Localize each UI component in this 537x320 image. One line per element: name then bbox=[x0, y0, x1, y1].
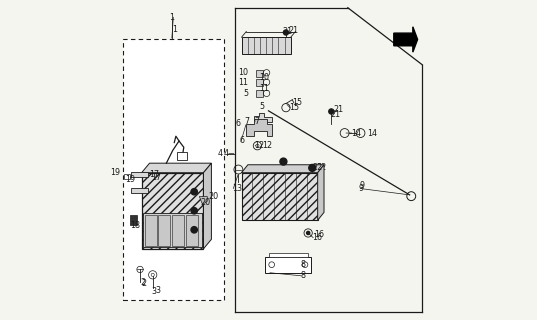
Circle shape bbox=[191, 188, 198, 195]
Text: 20: 20 bbox=[209, 192, 219, 201]
Text: 10: 10 bbox=[259, 73, 269, 82]
Bar bbox=[177, 152, 187, 160]
Bar bbox=[257, 69, 264, 76]
Bar bbox=[158, 215, 170, 246]
Text: 2: 2 bbox=[142, 279, 147, 288]
Bar bbox=[124, 174, 130, 179]
Text: 1: 1 bbox=[169, 13, 174, 22]
Text: 4: 4 bbox=[217, 149, 222, 158]
Bar bbox=[242, 37, 291, 54]
Bar bbox=[172, 215, 184, 246]
Text: 17: 17 bbox=[151, 173, 161, 182]
Bar bbox=[122, 39, 224, 300]
Text: 21: 21 bbox=[330, 109, 340, 118]
Text: 14: 14 bbox=[351, 129, 361, 138]
Text: 22: 22 bbox=[316, 163, 326, 172]
Polygon shape bbox=[318, 165, 324, 220]
Bar bbox=[257, 90, 264, 97]
Bar bbox=[257, 79, 264, 86]
Circle shape bbox=[191, 208, 198, 214]
Bar bbox=[186, 215, 198, 246]
Polygon shape bbox=[242, 165, 324, 173]
Text: FR.: FR. bbox=[395, 35, 409, 44]
Bar bbox=[130, 172, 148, 178]
Text: 12: 12 bbox=[254, 141, 264, 150]
Polygon shape bbox=[394, 27, 418, 52]
Text: 16: 16 bbox=[314, 230, 324, 239]
Text: 10: 10 bbox=[238, 68, 249, 77]
Text: 17: 17 bbox=[149, 170, 159, 179]
Text: 19: 19 bbox=[125, 174, 135, 184]
Text: 11: 11 bbox=[238, 78, 249, 87]
Polygon shape bbox=[246, 119, 272, 136]
Text: 15: 15 bbox=[289, 103, 299, 112]
Polygon shape bbox=[254, 113, 272, 124]
Circle shape bbox=[280, 158, 287, 165]
Circle shape bbox=[307, 231, 310, 235]
Polygon shape bbox=[199, 196, 207, 204]
Text: 16: 16 bbox=[313, 233, 322, 242]
Text: 9: 9 bbox=[360, 181, 365, 190]
Text: 12: 12 bbox=[262, 141, 272, 150]
Text: 5: 5 bbox=[243, 89, 249, 98]
Text: 2: 2 bbox=[140, 278, 145, 287]
Text: 6: 6 bbox=[236, 119, 241, 128]
Polygon shape bbox=[142, 163, 212, 173]
Text: 7: 7 bbox=[254, 117, 259, 126]
Text: 8: 8 bbox=[300, 260, 305, 269]
Polygon shape bbox=[204, 163, 212, 249]
Bar bbox=[142, 173, 204, 249]
Bar bbox=[265, 257, 311, 273]
Circle shape bbox=[309, 164, 316, 172]
Text: 15: 15 bbox=[292, 99, 302, 108]
Text: 20: 20 bbox=[200, 198, 211, 207]
Circle shape bbox=[284, 30, 288, 35]
Text: 8: 8 bbox=[300, 271, 305, 280]
Text: 7: 7 bbox=[244, 117, 250, 126]
Bar bbox=[268, 253, 308, 257]
Bar bbox=[130, 188, 148, 193]
Text: 4: 4 bbox=[224, 149, 229, 158]
Bar bbox=[129, 215, 136, 225]
Text: 18: 18 bbox=[130, 220, 141, 229]
Circle shape bbox=[329, 109, 334, 114]
Text: 21: 21 bbox=[288, 26, 299, 36]
Text: 9: 9 bbox=[359, 184, 364, 193]
Bar bbox=[145, 215, 156, 246]
Text: 19: 19 bbox=[110, 168, 120, 177]
Text: 11: 11 bbox=[259, 84, 269, 93]
Bar bbox=[143, 213, 202, 247]
Text: 5: 5 bbox=[259, 101, 264, 111]
Text: 14: 14 bbox=[367, 129, 377, 138]
Text: 21: 21 bbox=[333, 105, 343, 114]
Text: 13: 13 bbox=[240, 181, 250, 190]
Text: 3: 3 bbox=[151, 287, 156, 296]
Text: 6: 6 bbox=[240, 136, 245, 146]
Text: 13: 13 bbox=[233, 184, 242, 193]
Text: 22: 22 bbox=[313, 164, 323, 172]
Text: 3: 3 bbox=[155, 285, 160, 295]
Text: 21: 21 bbox=[283, 27, 293, 36]
Text: 1: 1 bbox=[172, 25, 177, 35]
Bar bbox=[242, 173, 318, 220]
Circle shape bbox=[191, 227, 198, 233]
